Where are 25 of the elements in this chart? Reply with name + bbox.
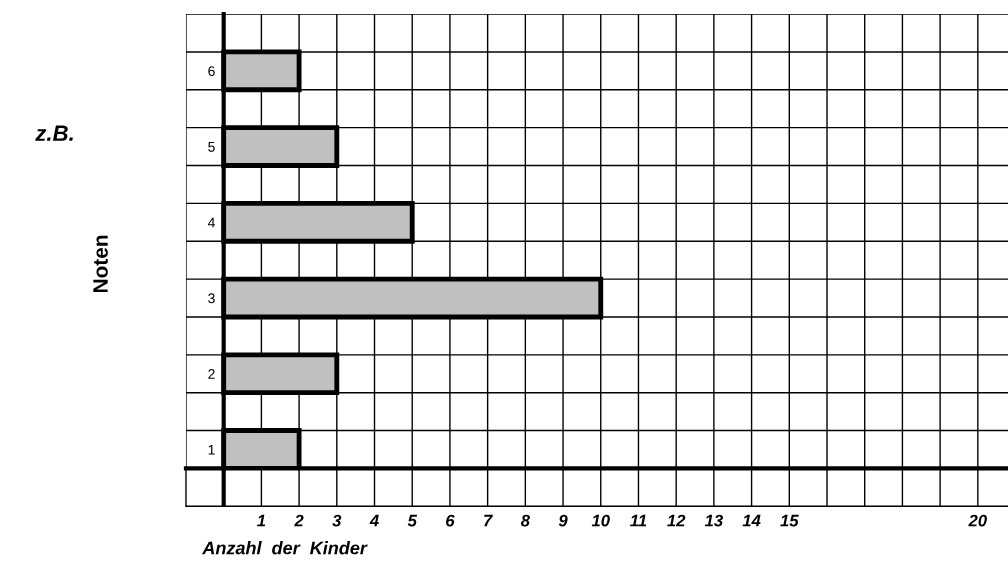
x-tick-label: 10 bbox=[591, 514, 610, 527]
text: z.B. bbox=[35, 125, 73, 141]
x-tick-label: 20 bbox=[968, 514, 987, 527]
y-tick-label: 4 bbox=[207, 217, 215, 228]
x-tick-label: 5 bbox=[407, 514, 418, 527]
x-tick-label: 6 bbox=[446, 514, 455, 527]
x-tick-label: 14 bbox=[742, 514, 761, 527]
x-tick-label: 12 bbox=[667, 514, 686, 527]
y-tick-label: 1 bbox=[208, 444, 215, 455]
x-axis-title: Anzahl der Kinder bbox=[201, 541, 368, 555]
y-tick-label: 5 bbox=[208, 142, 215, 152]
x-tick-label: 3 bbox=[332, 514, 342, 527]
x-tick-label: 7 bbox=[484, 514, 493, 527]
x-tick-label: 9 bbox=[558, 514, 568, 527]
x-tick-label: 4 bbox=[369, 514, 379, 527]
y-tick-label: 2 bbox=[208, 369, 215, 379]
y-tick-label: 3 bbox=[208, 293, 215, 304]
x-tick-label: 13 bbox=[704, 514, 723, 527]
x-tick-label: 1 bbox=[257, 514, 266, 527]
y-tick-label: 6 bbox=[208, 66, 215, 77]
x-tick-label: 2 bbox=[294, 514, 304, 527]
x-tick-label: 8 bbox=[520, 514, 530, 527]
y-axis-title: Noten bbox=[93, 235, 108, 293]
x-tick-label: 15 bbox=[780, 514, 799, 527]
x-tick-label: 11 bbox=[630, 514, 647, 527]
